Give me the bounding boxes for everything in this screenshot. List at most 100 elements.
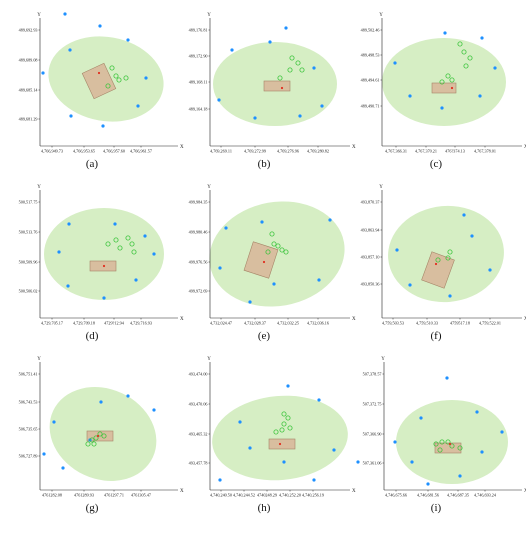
- error-rectangle: [421, 251, 455, 289]
- true-position-marker: [448, 442, 452, 446]
- estimate-ring: [463, 63, 469, 69]
- x-tick-label: 4,769,276.96: [277, 149, 299, 155]
- estimate-ring: [116, 77, 122, 83]
- estimate-ring: [457, 41, 463, 47]
- y-tick-label: 500,517.75: [19, 199, 38, 205]
- sample-point: [480, 36, 484, 40]
- x-tick-label: 4,732,028.37: [244, 321, 266, 327]
- panel-caption: (e): [257, 330, 271, 342]
- y-tick-label: 493,465.32: [189, 431, 208, 437]
- estimate-ring: [97, 431, 103, 437]
- x-axis-letter: X: [524, 145, 526, 150]
- x-tick-label: 4,769,272.99: [244, 149, 266, 155]
- estimate-ring: [445, 73, 451, 79]
- estimate-ring: [105, 241, 111, 247]
- y-axis-letter: Y: [379, 185, 383, 190]
- true-position-marker: [102, 264, 106, 268]
- sample-point: [500, 430, 504, 434]
- estimate-ring: [273, 429, 279, 435]
- x-tick-label: 4,746,675.66: [385, 493, 407, 499]
- estimate-ring: [285, 415, 291, 421]
- sample-point: [332, 448, 336, 452]
- panel-caption: (i): [430, 502, 442, 514]
- y-tick-label: 489,692.93: [19, 27, 38, 33]
- estimate-ring: [129, 241, 135, 247]
- sample-point: [272, 282, 276, 286]
- sample-point: [395, 248, 399, 252]
- y-axis-letter: Y: [381, 357, 385, 362]
- true-position-marker: [262, 260, 266, 264]
- y-tick-label: 506,727.89: [19, 453, 38, 459]
- estimate-ring: [467, 55, 473, 61]
- estimate-ring: [447, 249, 453, 255]
- sample-point: [268, 40, 272, 44]
- panel-9-scatter: Y X 507,378.57 507,372.75 507,366.90 507,361.…: [363, 357, 526, 499]
- x-tick-label: 4,729,705.17: [41, 321, 63, 327]
- x-tick-label: 4,767,366.31: [385, 149, 407, 155]
- estimate-ring: [271, 241, 277, 247]
- sample-point: [253, 116, 257, 120]
- sample-point: [152, 252, 156, 256]
- y-tick-label: 489,176.81: [189, 27, 208, 33]
- confidence-ellipse: [209, 201, 345, 307]
- estimate-ring: [279, 247, 285, 253]
- x-tick-label: 4,732,024.47: [210, 321, 232, 327]
- x-tick-label: 4,769,280.82: [307, 149, 329, 155]
- estimate-ring: [91, 441, 97, 447]
- x-tick-label: 4,767,378.01: [474, 149, 496, 155]
- sample-point: [408, 283, 412, 287]
- panel-3-scatter: Y X 489,502.46 489,498.53 489,494.61 489,490.…: [361, 13, 526, 155]
- x-axis-letter: X: [180, 317, 184, 322]
- x-tick-label: 4,769,269.11: [210, 149, 232, 155]
- sample-point: [393, 61, 397, 65]
- sample-point: [144, 76, 148, 80]
- sample-point: [224, 226, 228, 230]
- x-tick-label: 4,729,716.93: [130, 321, 152, 327]
- y-tick-label: 500,513.76: [19, 229, 38, 235]
- estimate-ring: [449, 77, 455, 83]
- sample-point: [478, 94, 482, 98]
- x-tick-label: 4,740,244.52: [233, 493, 255, 499]
- x-tick-label: 4,740,256.19: [302, 493, 324, 499]
- y-tick-label: 493,474.00: [189, 371, 208, 377]
- sample-point: [248, 446, 252, 450]
- x-tick-label: 4,732,032.25: [277, 321, 299, 327]
- true-position-marker: [434, 262, 438, 266]
- x-tick-label: 4,766,957.60: [103, 149, 125, 155]
- estimate-ring: [439, 79, 445, 85]
- sample-point: [126, 38, 130, 42]
- sample-point: [61, 466, 65, 470]
- estimate-ring: [445, 439, 451, 445]
- sample-point: [101, 124, 105, 128]
- sample-point: [217, 98, 221, 102]
- y-tick-label: 489,498.53: [361, 52, 380, 58]
- panel-caption: (b): [257, 158, 271, 170]
- x-tick-label: 4,766,953.65: [73, 149, 95, 155]
- y-tick-label: 489,168.11: [189, 79, 208, 85]
- x-tick-label: 4,729,709.18: [73, 321, 95, 327]
- sample-point: [317, 278, 321, 282]
- sample-point: [68, 48, 72, 52]
- estimate-ring: [439, 439, 445, 445]
- y-tick-label: 499,972.69: [189, 288, 208, 294]
- estimate-ring: [445, 255, 451, 261]
- panel-caption: (f): [430, 330, 442, 342]
- y-tick-label: 506,735.65: [19, 426, 38, 432]
- sample-point: [230, 48, 234, 52]
- panel-caption: (a): [85, 158, 99, 170]
- x-tick-label: 4,740,252.20: [279, 493, 301, 499]
- x-axis-letter: X: [524, 317, 526, 322]
- estimate-ring: [435, 257, 441, 263]
- x-axis-letter: X: [352, 145, 356, 150]
- sample-point: [134, 278, 138, 282]
- y-tick-label: 499,980.46: [189, 229, 208, 235]
- sample-point: [41, 71, 45, 75]
- error-rectangle: [434, 442, 462, 454]
- x-tick-label: 4759517.18: [450, 321, 470, 326]
- estimate-ring: [281, 421, 287, 427]
- y-tick-label: 506,743.53: [19, 399, 38, 405]
- panel-4-scatter: Y X 500,517.75 500,513.76 500,509.96 500,506.…: [19, 185, 184, 327]
- sample-point: [493, 66, 497, 70]
- estimate-ring: [113, 237, 119, 243]
- confidence-ellipse: [212, 395, 348, 481]
